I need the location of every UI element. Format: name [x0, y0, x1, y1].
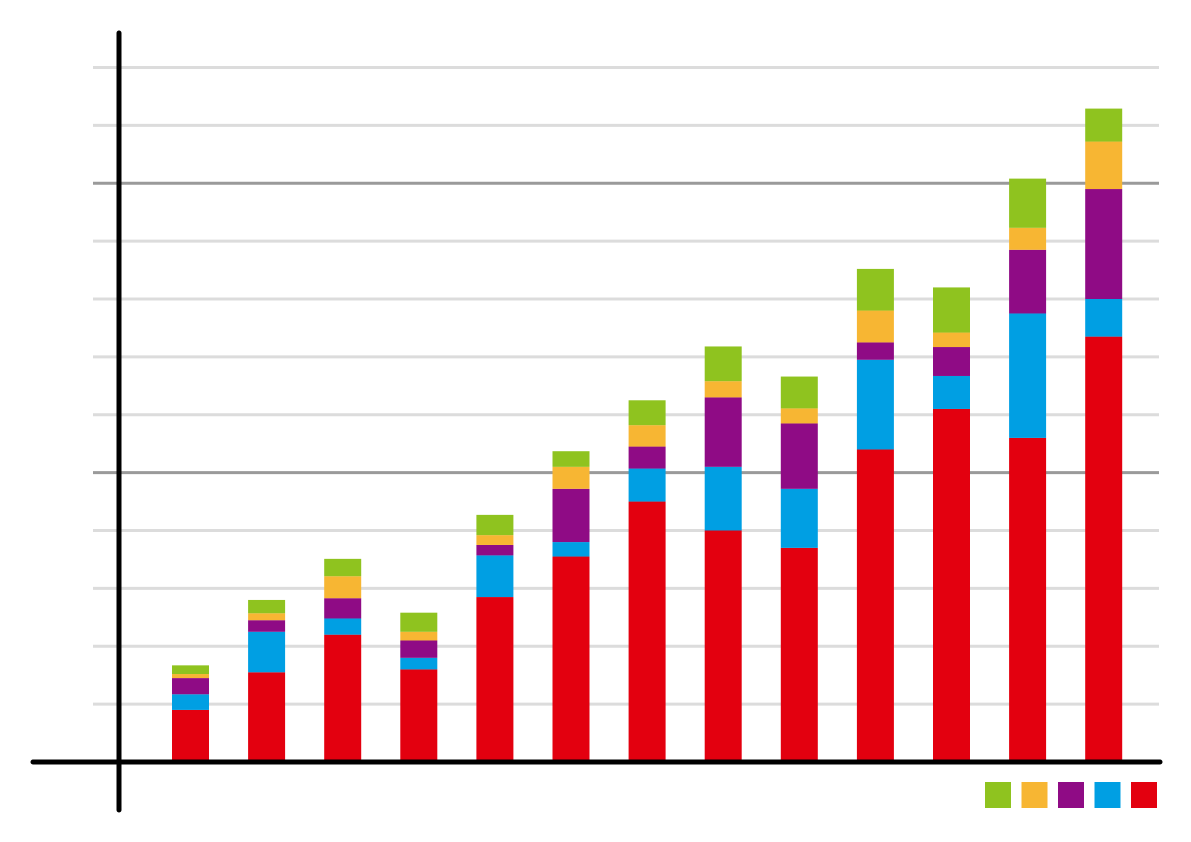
bar-segment-series-2 [1085, 299, 1123, 337]
bar-segment-series-4 [248, 613, 286, 621]
bar-segment-series-4 [1009, 227, 1047, 250]
bar-segment-series-1 [628, 501, 666, 762]
bar-segment-series-1 [1085, 336, 1123, 762]
bar-segment-series-1 [172, 709, 209, 762]
bar-segment-series-3 [628, 446, 666, 469]
bar-segment-series-3 [704, 397, 742, 467]
legend-swatch-series-5 [985, 782, 1011, 808]
bar-segment-series-3 [933, 347, 970, 376]
bar-segment-series-2 [1009, 313, 1047, 438]
bar-stack [628, 400, 666, 762]
bar-segment-series-2 [704, 466, 742, 531]
bar-segment-series-5 [856, 268, 894, 311]
bar-segment-series-5 [780, 376, 818, 409]
bar-segment-series-5 [628, 400, 666, 426]
bar-segment-series-1 [324, 634, 362, 762]
bar-segment-series-1 [1009, 437, 1047, 762]
bar-segment-series-5 [1009, 178, 1047, 228]
bar-segment-series-4 [856, 310, 894, 343]
bar-segment-series-3 [552, 488, 590, 543]
bar-segment-series-2 [324, 618, 362, 635]
bar-segment-series-5 [552, 451, 590, 467]
bar-segment-series-3 [856, 342, 894, 360]
bar-segment-series-1 [552, 556, 590, 762]
bar-segment-series-1 [704, 530, 742, 762]
bar-segment-series-4 [476, 535, 514, 545]
bar-segment-series-1 [248, 672, 286, 762]
bar-segment-series-4 [400, 631, 438, 641]
bar-segment-series-4 [628, 425, 666, 447]
bar-segment-series-5 [248, 599, 286, 614]
bar-segment-series-3 [1009, 249, 1047, 314]
bar-segment-series-3 [476, 544, 514, 556]
legend-swatch-series-2 [1094, 782, 1121, 808]
bar-segment-series-4 [704, 381, 742, 398]
bar-segment-series-4 [324, 576, 362, 599]
bar-segment-series-5 [933, 287, 970, 333]
bar-segment-series-5 [704, 346, 742, 382]
bar-segment-series-3 [248, 620, 286, 632]
bar-stack [172, 665, 209, 762]
bar-segment-series-2 [628, 468, 666, 502]
bar-segment-series-2 [248, 631, 286, 673]
bar-stack [400, 612, 438, 762]
bar-segment-series-2 [400, 657, 438, 670]
bar-segment-series-4 [172, 674, 209, 679]
bar-segment-series-2 [780, 488, 818, 548]
bar-stack [780, 376, 818, 762]
bar-segment-series-2 [933, 375, 970, 409]
bar-stack [933, 287, 970, 762]
bar-segment-series-3 [324, 598, 362, 619]
bar-segment-series-3 [1085, 189, 1123, 299]
bar-segment-series-1 [856, 449, 894, 762]
bar-segment-series-1 [933, 408, 970, 762]
bar-stack [324, 558, 362, 762]
bar-segment-series-1 [400, 669, 438, 762]
bar-segment-series-2 [856, 359, 894, 450]
bar-segment-series-2 [552, 542, 590, 557]
bar-segment-series-3 [172, 678, 209, 695]
bar-stack [856, 268, 894, 762]
bar-segment-series-2 [476, 555, 514, 598]
bar-stack [552, 451, 590, 762]
legend-swatch-series-1 [1131, 782, 1157, 808]
bar-segment-series-4 [780, 408, 818, 424]
bar-segment-series-4 [1085, 141, 1123, 190]
bar-stack [1085, 108, 1123, 762]
bar-segment-series-3 [780, 423, 818, 489]
bar-stacks [172, 108, 1123, 762]
bar-segment-series-2 [172, 694, 209, 710]
bar-segment-series-1 [476, 597, 514, 762]
bar-segment-series-5 [400, 612, 438, 632]
bar-segment-series-1 [780, 547, 818, 762]
bar-segment-series-4 [933, 332, 970, 348]
bar-stack [248, 599, 286, 762]
bar-stack [704, 346, 742, 762]
legend [985, 782, 1157, 808]
bar-segment-series-5 [172, 665, 209, 675]
legend-swatch-series-3 [1058, 782, 1084, 808]
bar-stack [476, 514, 514, 762]
bar-segment-series-3 [400, 640, 438, 658]
legend-swatch-series-4 [1021, 782, 1048, 808]
bar-stack [1009, 178, 1047, 762]
bar-segment-series-5 [476, 514, 514, 536]
bar-segment-series-5 [1085, 108, 1123, 142]
bar-segment-series-5 [324, 558, 362, 577]
bar-segment-series-4 [552, 466, 590, 489]
